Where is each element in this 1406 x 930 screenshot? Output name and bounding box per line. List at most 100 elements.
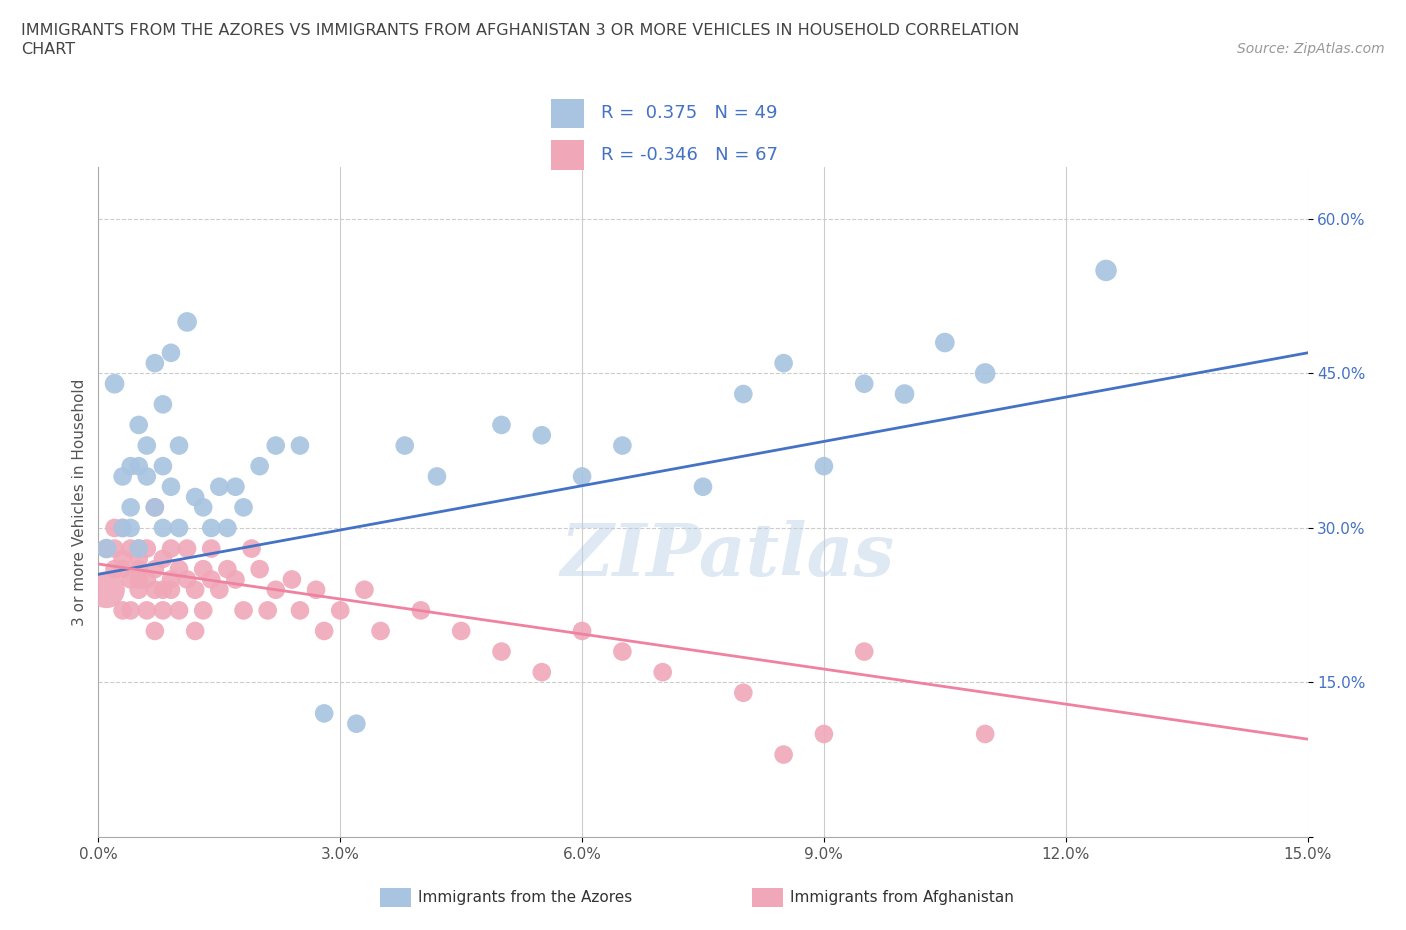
Point (329, 603, 352, 618)
Point (974, 366, 997, 381)
Point (120, 458, 142, 473)
Point (120, 572, 142, 587)
Point (264, 438, 287, 453)
Point (111, 469, 134, 484)
Point (314, 623, 336, 638)
Point (152, 397, 174, 412)
Point (893, 387, 915, 402)
Point (974, 726, 997, 741)
Point (692, 479, 714, 494)
Point (530, 665, 553, 680)
Point (176, 572, 198, 587)
Point (184, 582, 207, 597)
Text: R =  0.375   N = 49: R = 0.375 N = 49 (600, 104, 778, 123)
Point (152, 603, 174, 618)
Point (288, 603, 311, 618)
Point (143, 500, 166, 515)
Point (450, 623, 472, 638)
Point (103, 377, 125, 392)
Point (143, 582, 166, 597)
Point (152, 521, 174, 536)
Point (160, 479, 183, 494)
Point (813, 726, 835, 741)
Point (120, 603, 142, 618)
Point (394, 438, 416, 453)
Text: ZIPatlas: ZIPatlas (560, 520, 894, 591)
Text: Immigrants from Afghanistan: Immigrants from Afghanistan (790, 890, 1014, 905)
Point (167, 562, 190, 577)
Point (128, 572, 150, 587)
Point (733, 685, 755, 700)
Point (353, 582, 375, 597)
Point (305, 582, 328, 597)
Text: IMMIGRANTS FROM THE AZORES VS IMMIGRANTS FROM AFGHANISTAN 3 OR MORE VEHICLES IN : IMMIGRANTS FROM THE AZORES VS IMMIGRANTS… (21, 23, 1019, 38)
Point (135, 541, 157, 556)
Point (193, 500, 215, 515)
Point (853, 377, 876, 392)
Point (111, 562, 134, 577)
Point (103, 541, 125, 556)
Point (240, 541, 263, 556)
Point (249, 562, 271, 577)
Point (208, 479, 231, 494)
Point (491, 418, 513, 432)
Point (733, 387, 755, 402)
Point (934, 335, 956, 350)
Point (530, 428, 553, 443)
Point (232, 603, 254, 618)
Point (96, 582, 118, 597)
Point (135, 469, 157, 484)
Point (143, 355, 166, 370)
Point (281, 572, 304, 587)
Text: Immigrants from the Azores: Immigrants from the Azores (418, 890, 631, 905)
Point (160, 345, 183, 360)
Point (193, 562, 215, 577)
Point (264, 582, 287, 597)
Point (160, 541, 183, 556)
Point (249, 458, 271, 473)
Point (128, 418, 150, 432)
Point (111, 521, 134, 536)
Point (612, 438, 634, 453)
Point (135, 572, 157, 587)
Point (184, 623, 207, 638)
Point (135, 603, 157, 618)
Point (200, 521, 222, 536)
Point (853, 644, 876, 659)
Point (256, 603, 278, 618)
Point (128, 582, 150, 597)
Point (200, 541, 222, 556)
Point (370, 623, 392, 638)
Point (200, 572, 222, 587)
Bar (551, 140, 585, 170)
Point (184, 489, 207, 504)
Text: Source: ZipAtlas.com: Source: ZipAtlas.com (1237, 42, 1385, 56)
Point (224, 572, 246, 587)
Y-axis label: 3 or more Vehicles in Household: 3 or more Vehicles in Household (72, 379, 87, 626)
Point (224, 479, 246, 494)
Point (571, 469, 593, 484)
Point (103, 562, 125, 577)
Point (217, 562, 239, 577)
Point (208, 582, 231, 597)
Point (135, 438, 157, 453)
Point (167, 603, 190, 618)
Point (314, 706, 336, 721)
Point (96, 541, 118, 556)
Point (143, 623, 166, 638)
Point (96, 541, 118, 556)
Point (651, 665, 673, 680)
Point (128, 562, 150, 577)
Point (160, 572, 183, 587)
Point (1095, 263, 1118, 278)
Point (167, 521, 190, 536)
Point (491, 644, 513, 659)
Point (143, 562, 166, 577)
Point (344, 716, 367, 731)
Point (128, 458, 150, 473)
Bar (551, 99, 585, 128)
Point (152, 458, 174, 473)
Point (232, 500, 254, 515)
Point (120, 541, 142, 556)
Point (426, 469, 449, 484)
